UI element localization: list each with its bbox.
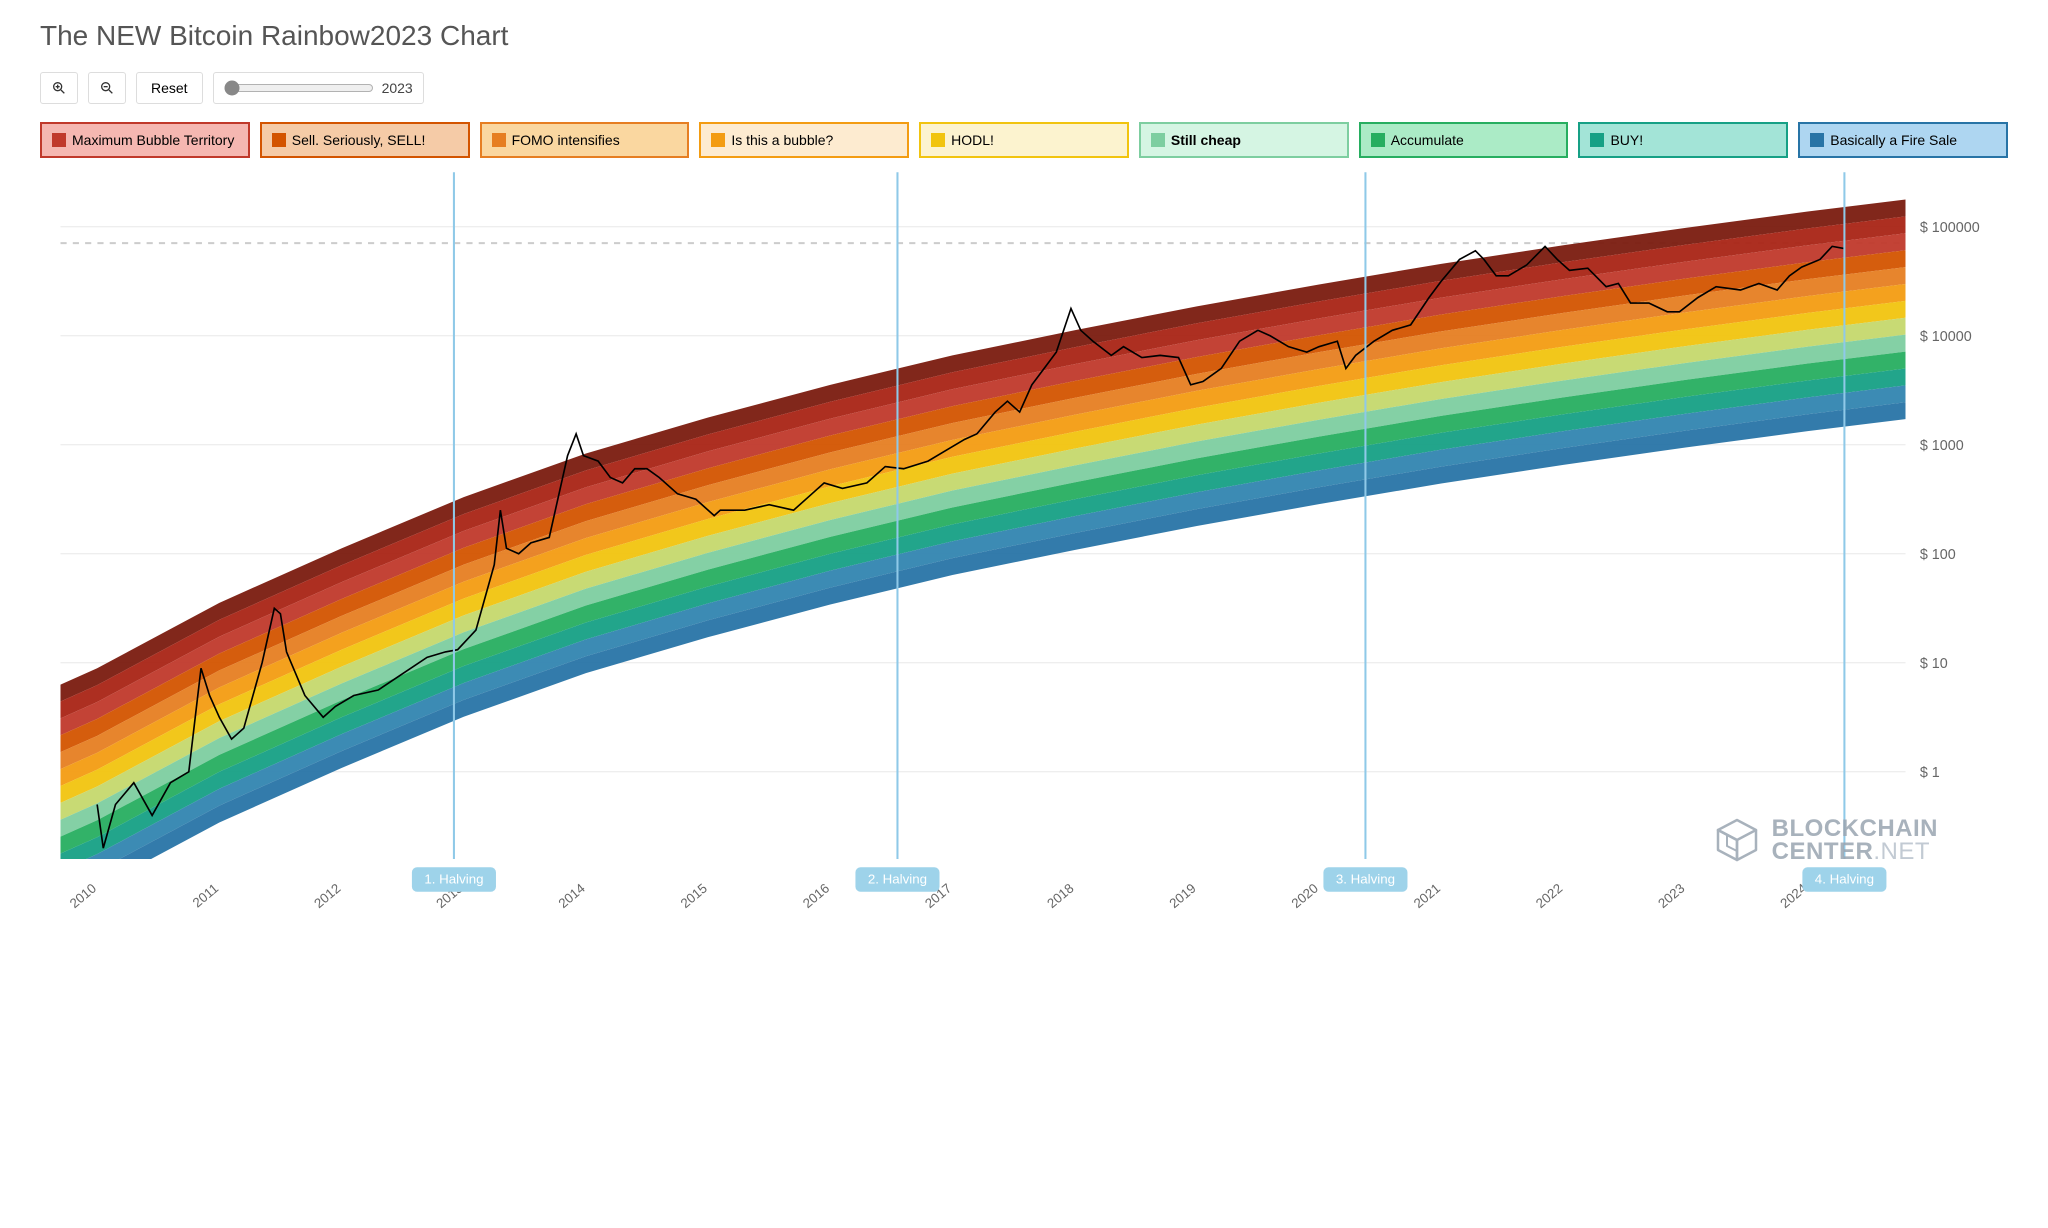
svg-text:2020: 2020 <box>1289 881 1321 912</box>
legend-swatch <box>52 133 66 147</box>
svg-text:1. Halving: 1. Halving <box>424 872 483 887</box>
chart-container: $ 1 $ 10 $ 100 $ 1000 $ 10000 $ 100000 2010 201… <box>40 162 2008 936</box>
legend-label: Accumulate <box>1391 132 1464 148</box>
svg-text:2022: 2022 <box>1533 881 1565 912</box>
svg-text:2010: 2010 <box>67 881 99 912</box>
zoom-out-icon <box>99 80 115 96</box>
legend-item-1[interactable]: Sell. Seriously, SELL! <box>260 122 470 158</box>
legend-swatch <box>931 133 945 147</box>
legend-swatch <box>1151 133 1165 147</box>
legend-swatch <box>711 133 725 147</box>
legend-item-0[interactable]: Maximum Bubble Territory <box>40 122 250 158</box>
svg-text:2015: 2015 <box>678 881 710 912</box>
svg-text:2018: 2018 <box>1044 881 1076 912</box>
legend-label: BUY! <box>1610 132 1643 148</box>
chart-title: The NEW Bitcoin Rainbow2023 Chart <box>40 20 2008 52</box>
legend-label: Maximum Bubble Territory <box>72 132 234 148</box>
legend-swatch <box>492 133 506 147</box>
svg-text:2. Halving: 2. Halving <box>868 872 927 887</box>
legend-label: Sell. Seriously, SELL! <box>292 132 426 148</box>
svg-text:2012: 2012 <box>311 881 343 912</box>
svg-text:$ 100000: $ 100000 <box>1920 220 1980 236</box>
legend-item-6[interactable]: Accumulate <box>1359 122 1569 158</box>
svg-text:2014: 2014 <box>555 880 588 911</box>
legend-item-8[interactable]: Basically a Fire Sale <box>1798 122 2008 158</box>
legend-label: Basically a Fire Sale <box>1830 132 1957 148</box>
svg-text:4. Halving: 4. Halving <box>1815 872 1874 887</box>
svg-text:2023: 2023 <box>1655 881 1687 912</box>
zoom-out-button[interactable] <box>88 72 126 104</box>
legend-item-2[interactable]: FOMO intensifies <box>480 122 690 158</box>
reset-button[interactable]: Reset <box>136 72 203 104</box>
svg-text:$ 1: $ 1 <box>1920 765 1940 781</box>
year-slider[interactable] <box>224 80 374 96</box>
legend-label: HODL! <box>951 132 994 148</box>
year-slider-label: 2023 <box>382 80 413 96</box>
svg-text:2011: 2011 <box>190 881 222 911</box>
legend-label: Still cheap <box>1171 132 1241 148</box>
legend: Maximum Bubble Territory Sell. Seriously,… <box>40 122 2008 158</box>
legend-label: Is this a bubble? <box>731 132 833 148</box>
svg-text:$ 100: $ 100 <box>1920 547 1956 563</box>
legend-swatch <box>272 133 286 147</box>
svg-text:$ 10: $ 10 <box>1920 656 1948 672</box>
svg-text:2021: 2021 <box>1411 881 1443 912</box>
chart-toolbar: Reset 2023 <box>40 72 2008 104</box>
legend-item-4[interactable]: HODL! <box>919 122 1129 158</box>
svg-text:3. Halving: 3. Halving <box>1336 872 1395 887</box>
svg-text:2019: 2019 <box>1166 881 1198 912</box>
legend-swatch <box>1810 133 1824 147</box>
svg-text:2016: 2016 <box>800 881 832 912</box>
year-slider-wrap: 2023 <box>213 72 424 104</box>
legend-swatch <box>1590 133 1604 147</box>
legend-label: FOMO intensifies <box>512 132 620 148</box>
zoom-in-button[interactable] <box>40 72 78 104</box>
legend-item-7[interactable]: BUY! <box>1578 122 1788 158</box>
svg-text:$ 10000: $ 10000 <box>1920 329 1972 345</box>
legend-item-3[interactable]: Is this a bubble? <box>699 122 909 158</box>
legend-swatch <box>1371 133 1385 147</box>
rainbow-chart: $ 1 $ 10 $ 100 $ 1000 $ 10000 $ 100000 2010 201… <box>40 162 2008 931</box>
legend-item-5[interactable]: Still cheap <box>1139 122 1349 158</box>
zoom-in-icon <box>51 80 67 96</box>
svg-text:$ 1000: $ 1000 <box>1920 438 1964 454</box>
